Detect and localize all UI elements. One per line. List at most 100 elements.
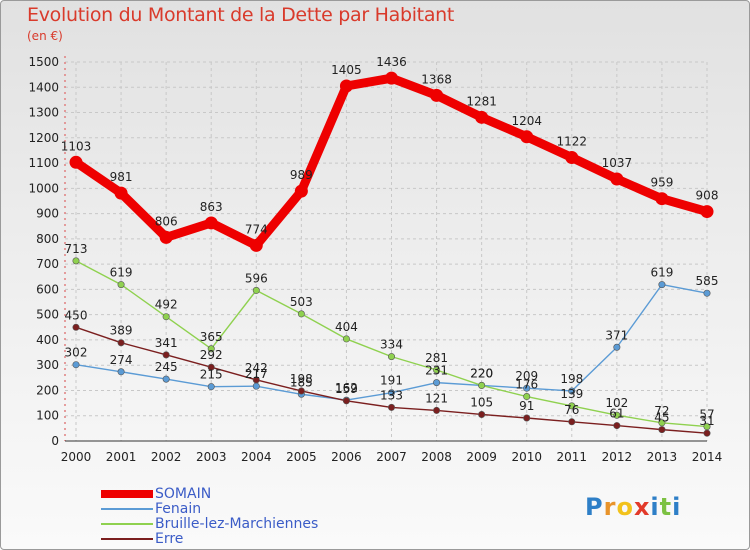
logo-letter: i [650, 493, 660, 521]
data-point [72, 257, 80, 265]
y-tick-label: 600 [36, 282, 59, 296]
data-label: 72 [654, 404, 669, 418]
x-tick-label: 2000 [61, 450, 92, 464]
data-point [703, 429, 711, 437]
x-tick-label: 2012 [602, 450, 633, 464]
data-label: 1281 [466, 94, 497, 108]
data-label: 105 [470, 395, 493, 409]
y-tick-label: 900 [36, 207, 59, 221]
legend-label-erre: Erre [155, 531, 184, 547]
data-point [568, 387, 576, 395]
data-point [387, 403, 395, 411]
data-label: 585 [696, 274, 719, 288]
data-label: 198 [560, 372, 583, 386]
legend-swatch-somain [101, 490, 153, 498]
data-label: 245 [155, 360, 178, 374]
data-point [385, 71, 398, 85]
data-point [613, 422, 621, 430]
data-point [162, 351, 170, 359]
data-point [430, 88, 444, 102]
data-label: 159 [335, 382, 358, 396]
data-point [523, 384, 531, 392]
legend-swatch-fenain [101, 508, 153, 510]
y-tick-label: 1100 [28, 156, 59, 170]
data-point [387, 353, 395, 361]
data-point [613, 411, 621, 419]
data-label: 185 [290, 375, 313, 389]
data-label: 1436 [376, 55, 407, 69]
y-tick-label: 1200 [28, 131, 59, 145]
data-label: 274 [110, 353, 133, 367]
data-point [162, 313, 170, 321]
data-label: 242 [245, 361, 268, 375]
data-label: 713 [65, 242, 88, 256]
y-tick-label: 700 [36, 257, 59, 271]
chart-title: Evolution du Montant de la Dette par Hab… [27, 4, 455, 26]
x-tick-label: 2006 [331, 450, 362, 464]
data-label: 220 [470, 366, 493, 380]
x-tick-label: 2001 [106, 450, 137, 464]
y-tick-label: 300 [36, 358, 59, 372]
data-point [568, 418, 576, 426]
data-point [478, 381, 486, 389]
logo-letter: i [672, 493, 682, 521]
data-label: 959 [650, 176, 673, 190]
data-point [297, 310, 305, 318]
data-point [613, 343, 621, 351]
data-point [658, 426, 666, 434]
data-point [72, 323, 80, 331]
data-label: 176 [515, 378, 538, 392]
data-point [568, 402, 576, 410]
data-point [294, 184, 308, 198]
y-tick-label: 800 [36, 232, 59, 246]
data-point [249, 238, 263, 252]
data-label: 908 [696, 189, 719, 203]
data-label: 139 [560, 387, 583, 401]
data-point [339, 79, 353, 93]
data-label: 981 [110, 170, 133, 184]
data-label: 619 [650, 266, 673, 280]
x-tick-label: 2009 [466, 450, 497, 464]
x-tick-label: 2004 [241, 450, 272, 464]
data-label: 1368 [421, 72, 452, 86]
data-label: 231 [425, 364, 448, 378]
data-label: 292 [200, 348, 223, 362]
data-label: 334 [380, 338, 403, 352]
data-point [523, 414, 531, 422]
data-label: 1122 [557, 135, 588, 149]
data-point [252, 382, 260, 390]
data-point [478, 410, 486, 418]
data-label: 371 [605, 328, 628, 342]
data-point [207, 345, 215, 353]
data-label: 492 [155, 298, 178, 312]
legend-swatch-bruille [101, 523, 153, 525]
x-tick-label: 2002 [151, 450, 182, 464]
data-point [162, 375, 170, 383]
data-label: 989 [290, 168, 313, 182]
y-tick-label: 400 [36, 333, 59, 347]
data-point [700, 205, 714, 219]
data-label: 863 [200, 200, 223, 214]
data-point [117, 281, 125, 289]
x-tick-label: 2013 [647, 450, 678, 464]
data-label: 1204 [511, 114, 542, 128]
data-label: 162 [335, 381, 358, 395]
data-point [658, 281, 666, 289]
data-label: 503 [290, 295, 313, 309]
data-point [565, 151, 579, 165]
data-label: 450 [65, 308, 88, 322]
y-tick-label: 0 [51, 434, 59, 448]
x-tick-label: 2007 [376, 450, 407, 464]
data-label: 596 [245, 271, 268, 285]
data-label: 217 [245, 367, 268, 381]
data-label: 61 [609, 407, 624, 421]
data-label: 1405 [331, 63, 362, 77]
data-point [387, 389, 395, 397]
data-point [207, 383, 215, 391]
data-point [117, 368, 125, 376]
data-label: 281 [425, 351, 448, 365]
data-point [655, 192, 669, 206]
data-label: 133 [380, 388, 403, 402]
data-label: 1037 [602, 156, 633, 170]
